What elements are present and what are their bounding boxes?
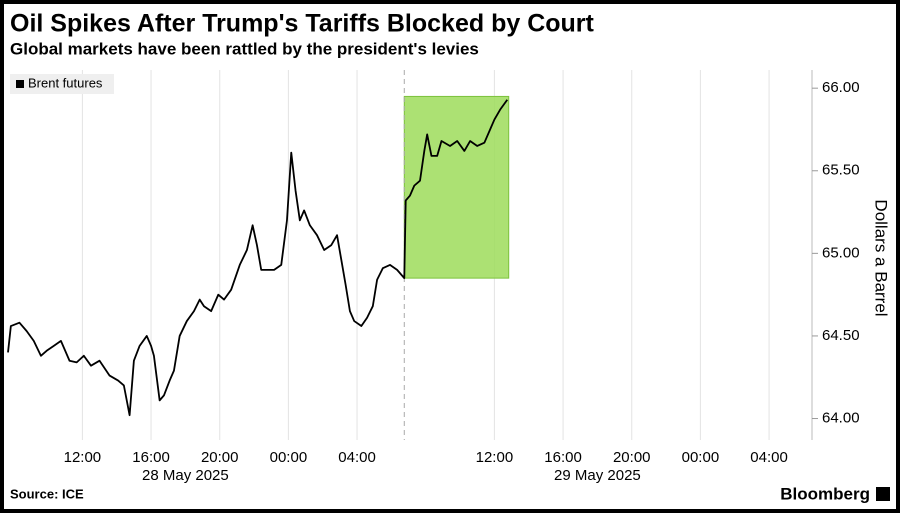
x-tick-label: 16:00 <box>544 449 582 466</box>
legend-swatch <box>16 80 24 88</box>
brand-icon <box>876 487 890 501</box>
source: Source: ICE <box>10 486 84 501</box>
legend-label: Brent futures <box>28 75 103 90</box>
y-tick-label: 65.50 <box>822 162 860 179</box>
x-tick-label: 00:00 <box>270 449 308 466</box>
x-group-label: 28 May 2025 <box>142 467 229 484</box>
x-tick-label: 12:00 <box>64 449 102 466</box>
legend-box <box>10 74 114 94</box>
y-tick-label: 66.00 <box>822 79 860 96</box>
x-tick-label: 00:00 <box>682 449 720 466</box>
x-tick-label: 16:00 <box>132 449 170 466</box>
y-tick-label: 64.00 <box>822 409 860 426</box>
chart-title: Oil Spikes After Trump's Tariffs Blocked… <box>10 10 595 38</box>
x-group-label: 29 May 2025 <box>554 467 641 484</box>
y-tick-label: 65.00 <box>822 244 860 261</box>
y-tick-label: 64.50 <box>822 327 860 344</box>
x-tick-label: 12:00 <box>476 449 514 466</box>
chart-subtitle: Global markets have been rattled by the … <box>10 39 479 58</box>
brand: Bloomberg <box>780 484 870 503</box>
line <box>7 99 509 417</box>
x-tick-label: 20:00 <box>201 449 239 466</box>
x-tick-label: 04:00 <box>338 449 376 466</box>
x-tick-label: 04:00 <box>750 449 788 466</box>
y-axis-label: Dollars a Barrel <box>872 199 891 316</box>
x-tick-label: 20:00 <box>613 449 651 466</box>
